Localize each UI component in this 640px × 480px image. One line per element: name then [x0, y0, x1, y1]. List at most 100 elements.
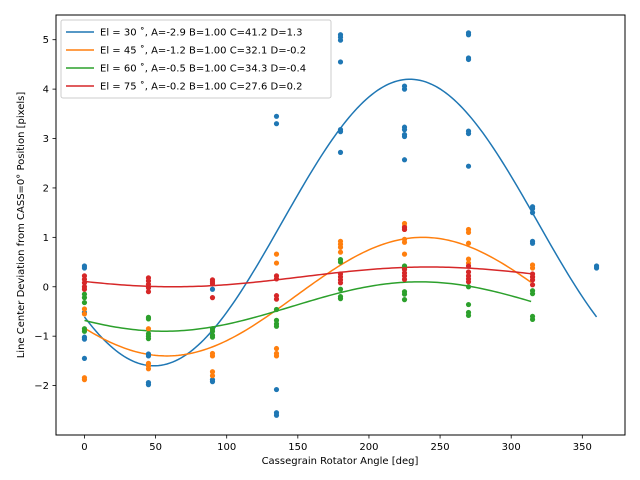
y-tick-label: 5	[43, 35, 49, 46]
data-point-series-0	[401, 127, 408, 133]
data-point-series-1	[209, 353, 216, 359]
data-point-series-0	[529, 206, 536, 212]
data-point-series-1	[209, 373, 216, 379]
data-point-series-2	[529, 316, 536, 322]
data-point-series-3	[273, 296, 280, 302]
y-tick-label: −1	[34, 332, 49, 343]
data-point-series-0	[81, 355, 88, 362]
data-point-series-0	[145, 382, 152, 388]
y-axis-label: Line Center Deviation from CASS=0° Posit…	[16, 92, 27, 359]
x-tick-label: 250	[431, 442, 450, 453]
data-point-series-2	[401, 291, 408, 297]
data-point-series-1	[529, 265, 536, 271]
data-point-series-0	[145, 353, 152, 359]
y-tick-label: 3	[43, 134, 49, 145]
x-tick-label: 100	[217, 442, 236, 453]
data-point-series-3	[401, 276, 408, 282]
data-point-series-2	[81, 295, 88, 301]
data-point-series-0	[593, 265, 600, 271]
data-point-series-1	[401, 251, 408, 257]
data-point-series-2	[337, 259, 344, 265]
fit-curve-3	[84, 266, 532, 288]
data-point-series-0	[465, 56, 472, 63]
data-point-series-0	[81, 265, 88, 271]
data-point-series-0	[465, 130, 472, 137]
data-point-series-3	[529, 277, 536, 283]
legend: El = 30 ˚, A=-2.9 B=1.00 C=41.2 D=1.3 El…	[60, 19, 332, 99]
y-tick-label: 1	[43, 233, 49, 244]
legend-label-el75: El = 75 ˚, A=-0.2 B=1.00 C=27.6 D=0.2	[100, 81, 302, 93]
data-point-series-1	[465, 240, 472, 246]
data-point-series-2	[81, 328, 88, 334]
x-tick-label: 50	[149, 442, 162, 453]
data-point-series-0	[529, 240, 536, 246]
data-point-series-2	[145, 336, 152, 342]
data-point-series-2	[465, 312, 472, 319]
legend-label-el60: El = 60 ˚, A=-0.5 B=1.00 C=34.3 D=-0.4	[100, 63, 306, 75]
y-axis-ticks: −2 −1 0 1 2 3 4 5	[34, 35, 56, 392]
data-point-series-2	[337, 296, 344, 302]
data-point-series-3	[337, 280, 344, 286]
data-point-series-0	[401, 86, 408, 92]
data-point-series-0	[337, 129, 344, 135]
data-point-series-3	[273, 276, 280, 282]
data-point-series-2	[529, 291, 536, 297]
data-point-series-2	[273, 306, 280, 313]
x-axis-label: Cassegrain Rotator Angle [deg]	[262, 456, 419, 467]
data-point-series-0	[273, 412, 280, 418]
fit-curve-2	[84, 281, 532, 332]
data-point-series-1	[81, 377, 88, 383]
x-tick-label: 350	[573, 442, 592, 453]
data-point-series-0	[273, 121, 280, 127]
data-point-series-0	[465, 32, 472, 38]
data-point-series-2	[465, 301, 472, 308]
data-point-series-2	[81, 299, 88, 306]
data-point-series-2	[209, 334, 216, 340]
data-point-series-0	[209, 379, 216, 385]
data-point-series-1	[401, 239, 408, 245]
data-point-series-2	[465, 284, 472, 290]
data-point-series-0	[337, 59, 344, 65]
data-point-series-3	[465, 269, 472, 275]
fit-curve-1	[84, 236, 532, 357]
data-point-series-2	[337, 286, 344, 292]
x-tick-label: 300	[502, 442, 521, 453]
legend-label-el30: El = 30 ˚, A=-2.9 B=1.00 C=41.2 D=1.3	[100, 27, 302, 39]
x-axis-ticks: 0 50 100 150 200 250 300 350	[81, 435, 592, 453]
data-point-series-3	[145, 289, 152, 295]
data-point-series-1	[209, 369, 216, 375]
x-tick-label: 200	[359, 442, 378, 453]
y-tick-label: 2	[43, 183, 49, 194]
data-point-series-0	[337, 149, 344, 155]
data-point-series-1	[465, 229, 472, 236]
y-tick-label: 4	[43, 85, 49, 96]
data-point-series-3	[209, 281, 216, 287]
data-point-series-3	[81, 286, 88, 292]
data-point-series-0	[529, 210, 536, 216]
data-point-series-3	[529, 282, 536, 288]
plot-frame	[55, 14, 626, 436]
data-point-series-0	[209, 286, 216, 292]
data-point-series-1	[81, 306, 88, 312]
data-point-series-3	[145, 285, 152, 291]
data-point-series-1	[273, 260, 280, 266]
data-point-series-0	[273, 113, 280, 119]
data-point-series-3	[465, 279, 472, 285]
x-tick-label: 150	[288, 442, 307, 453]
data-point-series-1	[337, 249, 344, 255]
data-point-series-2	[209, 328, 216, 334]
data-point-series-1	[273, 251, 280, 257]
data-point-series-1	[145, 366, 152, 372]
data-points	[81, 30, 600, 418]
data-point-series-3	[81, 280, 88, 286]
data-point-series-0	[273, 386, 280, 393]
data-point-series-1	[465, 256, 472, 262]
data-point-series-3	[209, 295, 216, 301]
data-point-series-2	[273, 323, 280, 329]
y-tick-label: −2	[34, 381, 49, 392]
data-point-series-0	[401, 157, 408, 163]
data-point-series-0	[81, 336, 88, 342]
data-point-series-0	[337, 37, 344, 43]
data-point-series-1	[337, 244, 344, 250]
